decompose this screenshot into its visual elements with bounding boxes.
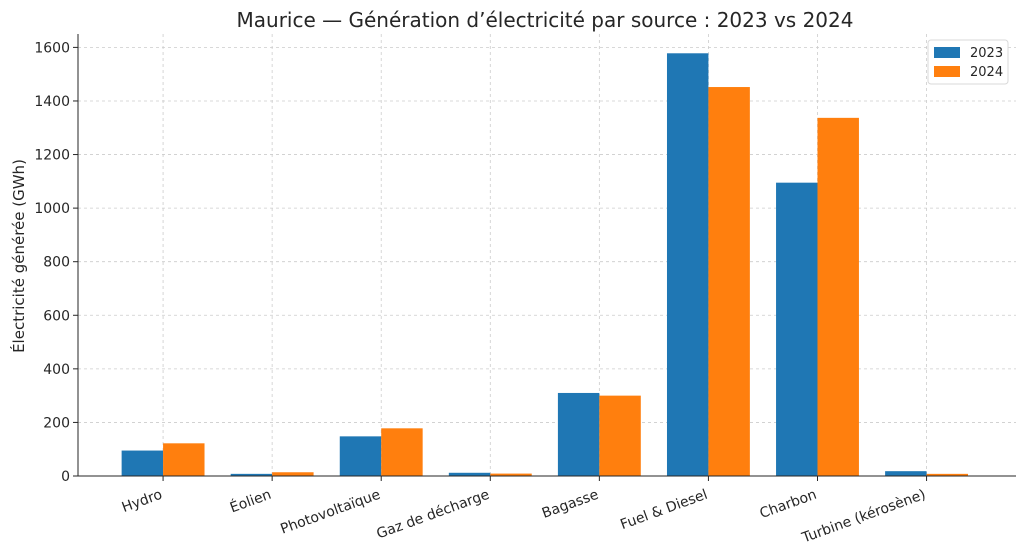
- y-tick-label: 0: [61, 469, 70, 485]
- bar-2023-4: [557, 392, 600, 476]
- bars-layer: [121, 53, 969, 477]
- bar-2024-6: [817, 117, 859, 476]
- bar-2024-1: [272, 472, 314, 476]
- x-tick-label: Gaz de décharge: [375, 487, 492, 543]
- bar-2023-5: [666, 53, 709, 477]
- bar-2024-2: [381, 428, 423, 476]
- legend-label-2023: 2023: [970, 46, 1003, 61]
- x-tick-label: Fuel & Diesel: [618, 487, 710, 533]
- bar-2024-0: [163, 443, 205, 476]
- y-tick-label: 600: [43, 308, 70, 324]
- y-tick-label: 200: [43, 415, 70, 431]
- y-axis-label: Électricité générée (GWh): [9, 159, 28, 353]
- legend: 2023 2024: [927, 39, 1009, 85]
- bar-2023-7: [885, 471, 927, 476]
- y-tick-label: 1200: [34, 148, 70, 164]
- bar-2024-4: [599, 395, 641, 476]
- bar-2023-1: [230, 473, 273, 476]
- bar-2024-3: [490, 473, 532, 476]
- y-tick-label: 1600: [34, 40, 70, 56]
- x-tick-label: Éolien: [228, 486, 274, 517]
- bar-2023-6: [776, 182, 818, 476]
- x-tick-label: Photovoltaïque: [278, 487, 382, 538]
- legend-swatch-2024: [934, 66, 960, 77]
- y-tick-label: 1400: [34, 94, 70, 110]
- y-tick-label: 800: [43, 255, 70, 271]
- bar-2023-2: [339, 436, 382, 476]
- x-tick-label: Turbine (kérosène): [799, 487, 928, 547]
- x-tick-label: Bagasse: [540, 487, 601, 522]
- chart-title: Maurice — Génération d’électricité par s…: [237, 8, 854, 32]
- bar-2024-7: [926, 473, 969, 476]
- x-tick-label: Hydro: [120, 487, 165, 516]
- grid-layer: [78, 34, 1016, 476]
- y-tick-label: 400: [43, 362, 70, 378]
- bar-2023-0: [121, 450, 164, 476]
- bar-2023-3: [448, 472, 491, 476]
- y-tick-label: 1000: [34, 201, 70, 217]
- legend-label-2024: 2024: [970, 65, 1003, 80]
- x-tick-label: Charbon: [758, 487, 819, 522]
- legend-swatch-2023: [934, 47, 960, 58]
- bar-2024-5: [708, 87, 750, 476]
